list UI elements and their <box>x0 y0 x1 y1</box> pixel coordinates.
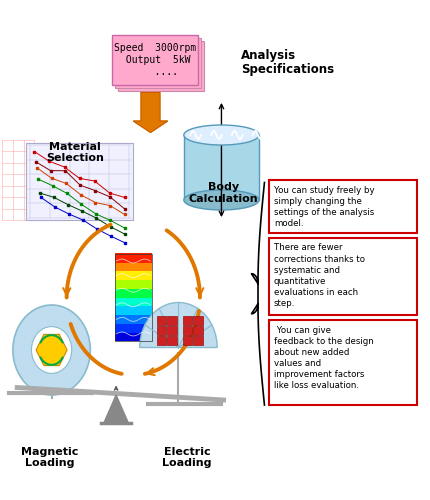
Bar <box>193 316 203 325</box>
Bar <box>115 253 152 262</box>
Bar <box>115 280 152 289</box>
Bar <box>193 336 203 345</box>
Bar <box>183 316 192 325</box>
Text: Analysis
Specifications: Analysis Specifications <box>241 48 334 76</box>
Text: Electric
Loading: Electric Loading <box>162 446 212 468</box>
Text: Magnetic
Loading: Magnetic Loading <box>21 446 78 468</box>
Bar <box>269 238 417 315</box>
Bar <box>193 326 203 335</box>
Bar <box>115 254 152 341</box>
Text: There are fewer
corrections thanks to
systematic and
quantitative
evaluations in: There are fewer corrections thanks to sy… <box>274 244 365 308</box>
Circle shape <box>13 305 90 395</box>
Bar <box>112 35 198 85</box>
Bar <box>167 316 177 325</box>
Bar <box>115 38 201 88</box>
Bar <box>115 262 152 271</box>
Wedge shape <box>140 302 217 348</box>
Bar <box>269 320 417 405</box>
Bar <box>157 336 166 345</box>
Text: You can study freely by
simply changing the
settings of the analysis
model.: You can study freely by simply changing … <box>274 186 375 228</box>
Bar <box>115 306 152 315</box>
Polygon shape <box>104 395 128 422</box>
Bar <box>183 336 192 345</box>
Bar <box>115 324 152 332</box>
Bar <box>269 180 417 233</box>
Polygon shape <box>133 92 168 132</box>
Bar <box>26 142 133 220</box>
Ellipse shape <box>184 125 259 145</box>
Bar <box>115 288 152 298</box>
Bar <box>184 135 259 200</box>
Ellipse shape <box>184 190 259 210</box>
Text: Speed  3000rpm
 Output  5kW
    ....: Speed 3000rpm Output 5kW .... <box>114 44 196 76</box>
Bar <box>115 314 152 324</box>
Bar <box>115 297 152 306</box>
Bar <box>167 326 177 335</box>
Bar <box>157 316 166 325</box>
Bar <box>115 332 152 341</box>
Bar <box>115 271 152 280</box>
Text: Material
Selection: Material Selection <box>46 142 104 164</box>
Bar <box>118 41 204 91</box>
Circle shape <box>31 326 72 374</box>
Polygon shape <box>36 334 67 366</box>
Text: You can give
feedback to the design
about new added
values and
improvement facto: You can give feedback to the design abou… <box>274 326 374 390</box>
Bar <box>167 336 177 345</box>
Bar <box>157 326 166 335</box>
Text: Body
Calculation: Body Calculation <box>189 182 258 204</box>
Bar <box>183 326 192 335</box>
